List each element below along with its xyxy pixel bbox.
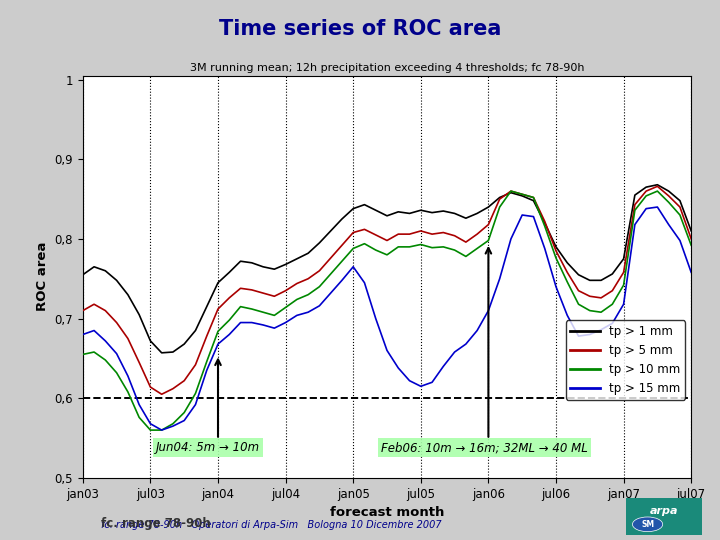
Text: Jun04: 5m → 10m: Jun04: 5m → 10m	[156, 441, 260, 454]
Text: Time series of ROC area: Time series of ROC area	[219, 19, 501, 39]
Legend: tp > 1 mm, tp > 5 mm, tp > 10 mm, tp > 15 mm: tp > 1 mm, tp > 5 mm, tp > 10 mm, tp > 1…	[566, 320, 685, 400]
Text: SM: SM	[641, 520, 654, 529]
Text: fc. range 78-90h: fc. range 78-90h	[101, 517, 210, 530]
Text: Feb06: 10m → 16m; 32ML → 40 ML: Feb06: 10m → 16m; 32ML → 40 ML	[382, 441, 588, 454]
Circle shape	[632, 517, 662, 532]
Title: 3M running mean; 12h precipitation exceeding 4 thresholds; fc 78-90h: 3M running mean; 12h precipitation excee…	[190, 63, 584, 73]
Text: fc. range 78-90h   Operatori di Arpa-Sim   Bologna 10 Dicembre 2007: fc. range 78-90h Operatori di Arpa-Sim B…	[101, 520, 441, 530]
X-axis label: forecast month: forecast month	[330, 506, 444, 519]
Text: arpa: arpa	[650, 506, 678, 516]
Y-axis label: ROC area: ROC area	[36, 242, 49, 312]
